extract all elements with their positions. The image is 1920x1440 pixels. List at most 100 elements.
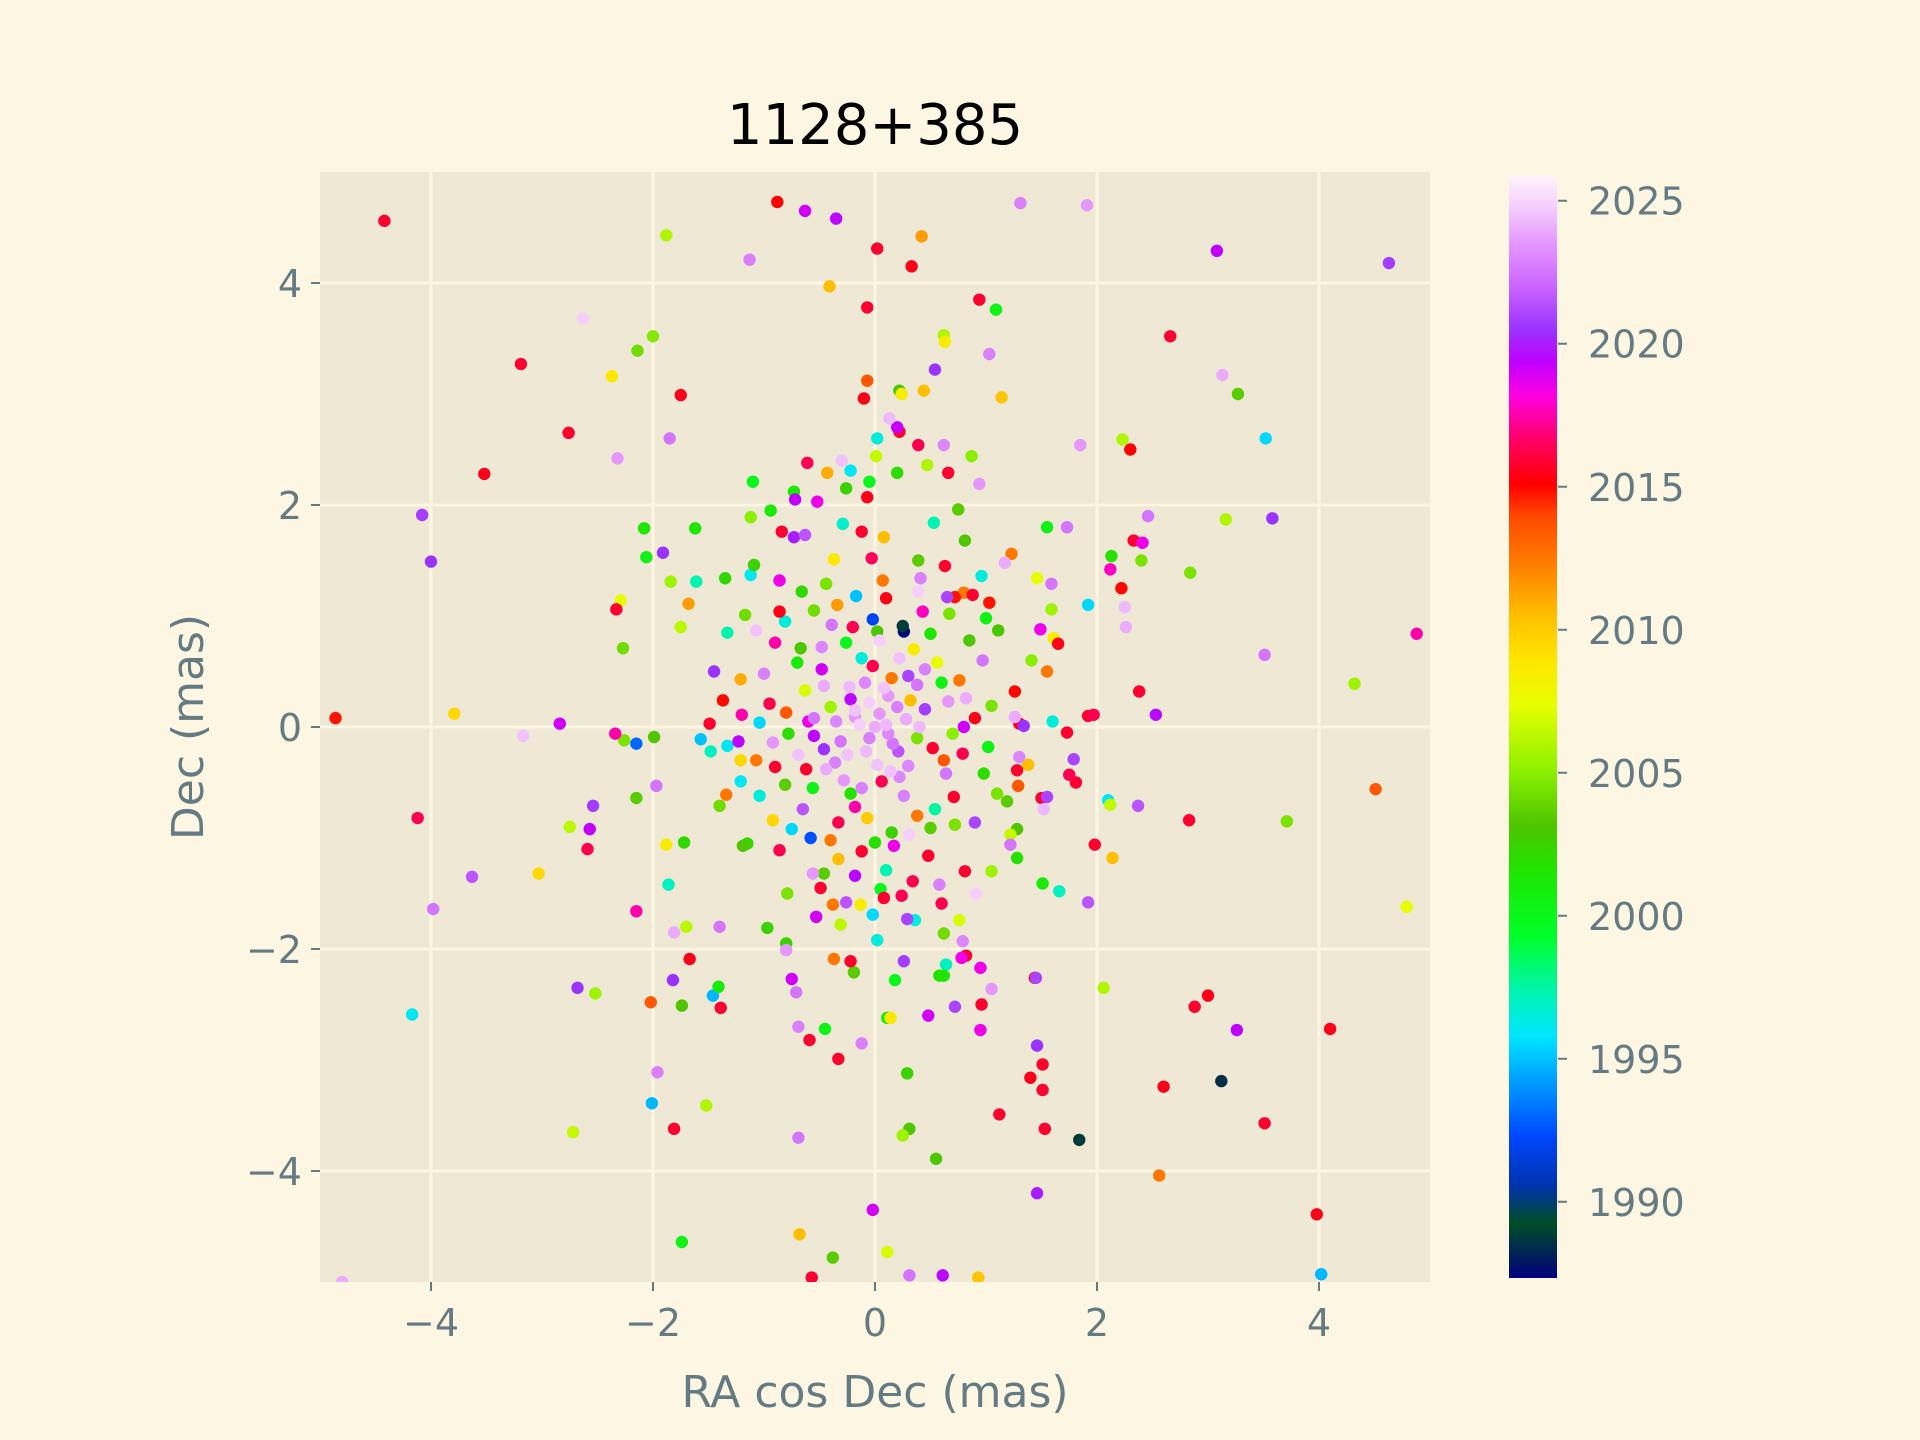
scatter-point xyxy=(832,816,845,829)
scatter-point xyxy=(913,720,926,734)
scatter-point xyxy=(1036,877,1049,890)
scatter-point xyxy=(738,608,752,622)
scatter-point xyxy=(787,530,801,544)
scatter-point xyxy=(405,1008,419,1021)
scatter-point xyxy=(656,546,670,559)
scatter-point xyxy=(858,676,872,689)
scatter-point xyxy=(1004,828,1017,841)
scatter-point xyxy=(1074,438,1087,452)
scatter-point xyxy=(976,654,989,667)
scatter-point xyxy=(703,717,716,730)
scatter-point xyxy=(616,641,630,655)
scatter-point xyxy=(1259,432,1272,445)
scatter-point xyxy=(855,1037,868,1050)
scatter-point xyxy=(912,438,925,452)
scatter-point xyxy=(1010,851,1024,865)
scatter-point xyxy=(939,958,953,971)
scatter-point xyxy=(824,834,837,847)
scatter-point xyxy=(902,669,915,683)
scatter-point xyxy=(666,973,680,987)
scatter-point xyxy=(968,816,982,829)
scatter-point xyxy=(879,592,893,605)
scatter-point xyxy=(865,552,878,565)
scatter-point xyxy=(721,739,734,753)
y-axis-label: Dec (mas) xyxy=(163,614,214,840)
scatter-point xyxy=(650,779,663,793)
scatter-point xyxy=(922,1009,935,1022)
scatter-point xyxy=(817,679,831,693)
scatter-point xyxy=(734,754,747,767)
scatter-point xyxy=(1080,199,1094,212)
scatter-point xyxy=(1369,782,1382,796)
scatter-point xyxy=(750,624,763,637)
scatter-point xyxy=(1088,838,1101,851)
scatter-point xyxy=(937,754,951,767)
scatter-point xyxy=(645,1097,659,1110)
y-tick-label: 4 xyxy=(278,262,302,306)
scatter-point xyxy=(1045,577,1058,591)
scatter-point xyxy=(939,767,953,780)
scatter-point xyxy=(924,821,937,835)
scatter-point xyxy=(1029,971,1043,985)
scatter-point xyxy=(843,680,856,694)
scatter-point xyxy=(832,852,845,866)
scatter-point xyxy=(900,912,914,926)
scatter-point xyxy=(912,585,925,598)
scatter-point xyxy=(713,920,726,933)
scatter-point xyxy=(791,656,804,669)
scatter-point xyxy=(893,651,906,665)
scatter-point xyxy=(866,908,879,921)
scatter-point xyxy=(972,1271,985,1282)
scatter-point xyxy=(721,626,734,639)
scatter-point xyxy=(1131,799,1145,813)
scatter-point xyxy=(927,516,941,529)
scatter-point xyxy=(1063,768,1076,781)
scatter-point xyxy=(1219,513,1232,526)
scatter-point xyxy=(844,787,857,800)
scatter-point xyxy=(1231,387,1245,401)
scatter-point xyxy=(1021,758,1035,771)
scatter-point xyxy=(933,969,946,982)
scatter-point xyxy=(563,820,576,834)
scatter-point xyxy=(1149,708,1163,721)
scatter-point xyxy=(1046,715,1059,728)
scatter-point xyxy=(532,867,545,880)
scatter-point xyxy=(716,694,730,707)
scatter-point xyxy=(910,678,924,692)
x-tick-label: 0 xyxy=(863,1301,887,1345)
scatter-point xyxy=(936,1269,949,1282)
scatter-point xyxy=(989,303,1003,316)
scatter-point xyxy=(839,482,853,495)
scatter-point xyxy=(933,878,946,891)
scatter-point xyxy=(953,913,966,927)
scatter-point xyxy=(861,301,874,314)
scatter-point xyxy=(866,659,879,673)
scatter-point xyxy=(763,697,776,710)
scatter-point xyxy=(828,756,842,769)
scatter-point xyxy=(811,495,824,508)
scatter-point xyxy=(336,1275,349,1282)
scatter-point xyxy=(969,887,983,900)
scatter-point xyxy=(788,493,802,506)
scatter-point xyxy=(839,896,853,909)
scatter-point xyxy=(846,620,859,634)
scatter-point xyxy=(605,370,619,383)
scatter-point xyxy=(798,204,812,218)
scatter-point xyxy=(958,865,972,878)
scatter-point xyxy=(744,568,757,582)
scatter-point xyxy=(1011,779,1025,793)
scatter-point xyxy=(873,707,886,720)
scatter-point xyxy=(879,863,893,877)
scatter-point xyxy=(583,822,596,836)
scatter-point xyxy=(677,836,691,849)
scatter-point xyxy=(855,651,868,665)
scatter-point xyxy=(1040,790,1054,804)
scatter-point xyxy=(881,1245,894,1259)
scatter-point xyxy=(896,1129,909,1142)
scatter-point xyxy=(630,791,643,805)
scatter-point xyxy=(979,612,993,625)
scatter-point xyxy=(975,569,988,583)
scatter-point xyxy=(415,508,429,522)
scatter-point xyxy=(1400,900,1413,914)
scatter-point xyxy=(804,831,817,845)
